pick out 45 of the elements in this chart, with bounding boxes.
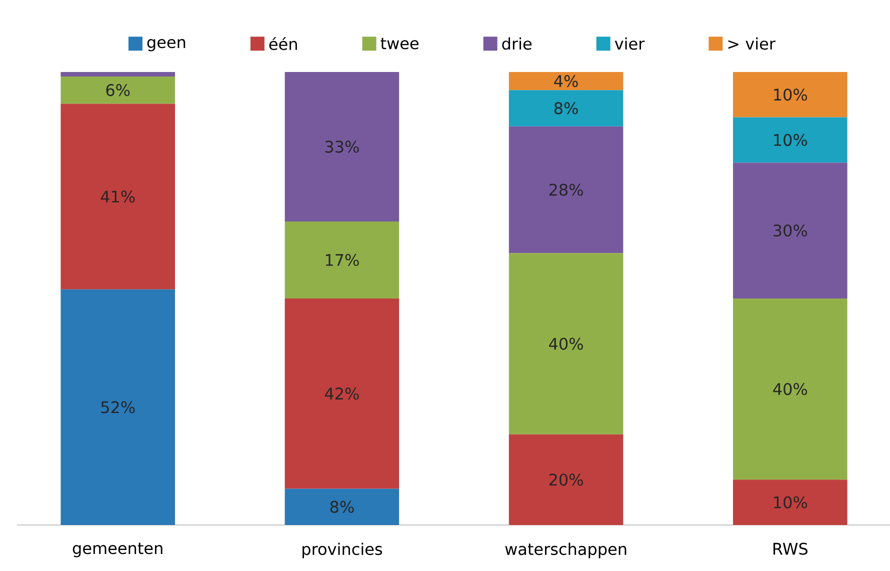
data-label: 8% (330, 500, 354, 513)
bar (732, 162, 848, 298)
x-tick-label: RWS (773, 542, 808, 555)
x-tick-label: gemeenten (72, 542, 162, 558)
bar (60, 72, 175, 77)
data-label: 41% (100, 190, 135, 203)
data-label: 17% (326, 254, 359, 266)
bar (60, 289, 175, 525)
legend-label: één (269, 37, 297, 50)
bar (60, 76, 175, 104)
legend-label: vier (614, 37, 645, 50)
bar (732, 480, 848, 525)
bar (284, 72, 400, 222)
legend-label: geen (147, 38, 186, 52)
data-label: 4% (554, 74, 578, 88)
bar (284, 488, 400, 525)
bar (284, 298, 400, 489)
bar (284, 221, 400, 298)
legend-label: > vier (728, 37, 776, 50)
bar (732, 298, 848, 480)
bar (732, 117, 848, 163)
x-tick-label: waterschappen (505, 542, 626, 558)
data-label: 33% (325, 140, 359, 153)
bar (508, 434, 624, 525)
data-label: 52% (101, 401, 135, 414)
data-label: 10% (774, 134, 808, 146)
data-label: 8% (554, 102, 578, 114)
bar (508, 253, 624, 434)
data-label: 6% (106, 84, 130, 96)
data-label: 42% (324, 388, 359, 400)
legend-label: drie (502, 37, 532, 50)
bar (508, 90, 624, 126)
data-label: 40% (549, 338, 583, 350)
bar (732, 72, 848, 118)
legend-label: twee (380, 38, 418, 50)
data-label: 28% (549, 184, 583, 196)
bar (508, 72, 624, 90)
bar (60, 104, 175, 290)
data-label: 40% (773, 383, 808, 396)
data-label: 10% (774, 88, 808, 101)
data-label: 20% (549, 474, 583, 486)
data-label: 10% (774, 496, 808, 508)
data-label: 30% (774, 224, 808, 237)
bar (508, 126, 624, 254)
x-tick-label: provincies (302, 542, 382, 558)
